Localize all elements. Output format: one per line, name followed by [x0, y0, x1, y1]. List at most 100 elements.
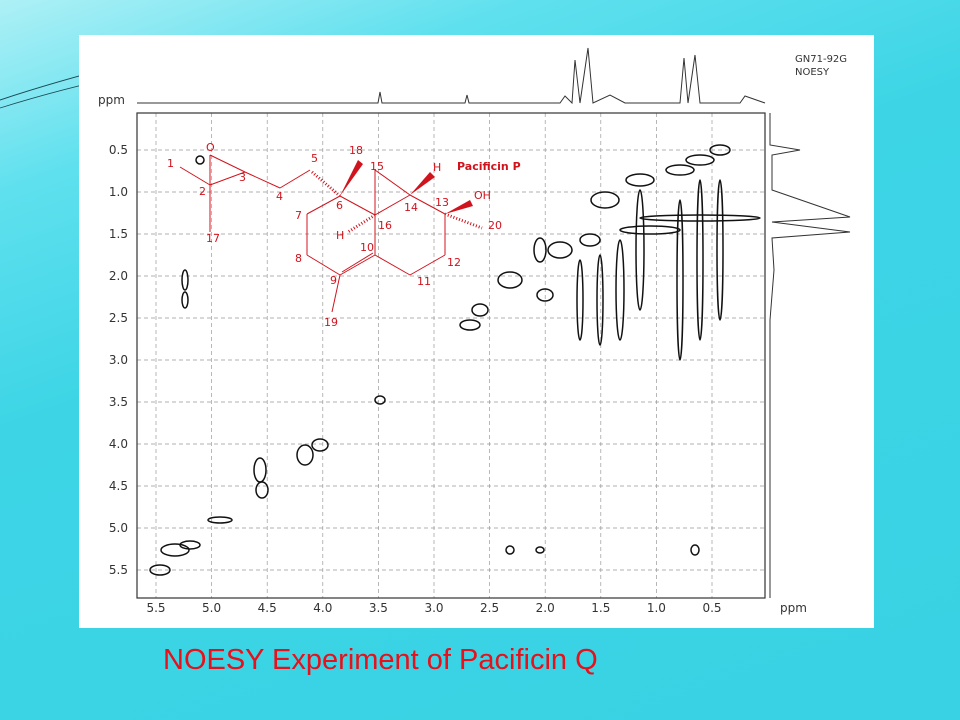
wedge: [340, 160, 363, 196]
bond: [339, 254, 376, 276]
atom-label: H: [433, 161, 441, 174]
bond: [306, 195, 341, 215]
y-tick-label: 2.0: [109, 269, 128, 283]
y-tick-label: 3.5: [109, 395, 128, 409]
y-tick-label: 5.5: [109, 563, 128, 577]
cross-peak: [255, 481, 269, 499]
x-tick-label: 4.0: [313, 601, 332, 615]
cross-peak: [535, 546, 545, 554]
cross-peak: [685, 154, 715, 166]
y-tick-label: 4.5: [109, 479, 128, 493]
atom-label: 6: [336, 199, 343, 212]
y-tick-label: 1.5: [109, 227, 128, 241]
cross-peak: [533, 237, 547, 263]
atom-label: 19: [324, 316, 338, 329]
bond: [339, 195, 376, 216]
cross-peak: [676, 199, 684, 361]
y-unit: ppm: [98, 93, 125, 107]
bond: [374, 254, 411, 276]
y-tick-label: 0.5: [109, 143, 128, 157]
bond: [209, 171, 246, 186]
cross-peak: [296, 444, 314, 466]
atom-label: 1: [167, 157, 174, 170]
cross-peak: [207, 516, 233, 524]
atom-label: 20: [488, 219, 502, 232]
bond: [444, 212, 483, 230]
x-tick-label: 4.5: [258, 601, 277, 615]
cross-peak: [696, 179, 704, 341]
cross-peak: [596, 254, 604, 346]
bond: [374, 194, 411, 216]
projection-top: [137, 47, 766, 105]
atom-label: 17: [206, 232, 220, 245]
wedge: [445, 200, 473, 214]
cross-peak: [195, 155, 205, 165]
atom-label: 5: [311, 152, 318, 165]
atom-label: 11: [417, 275, 431, 288]
bond: [306, 254, 341, 276]
atom-label: 4: [276, 190, 283, 203]
bond: [244, 171, 281, 189]
atom-label: 13: [435, 196, 449, 209]
atom-label: 7: [295, 209, 302, 222]
bond: [179, 166, 211, 186]
cross-peak: [311, 438, 329, 452]
bond: [409, 254, 446, 276]
compound-name: Pacificin P: [457, 160, 521, 173]
x-tick-label: 3.0: [424, 601, 443, 615]
x-unit: ppm: [780, 601, 807, 615]
projection-right: [769, 113, 851, 598]
cross-peak: [160, 543, 190, 557]
atom-label: 2: [199, 185, 206, 198]
cross-peak: [181, 269, 189, 291]
cross-peak: [536, 288, 554, 302]
cross-peak: [709, 144, 731, 156]
y-tick-label: 1.0: [109, 185, 128, 199]
wedge: [410, 172, 435, 195]
bond: [279, 169, 311, 189]
cross-peak: [590, 191, 620, 209]
atom-label: 8: [295, 252, 302, 265]
y-tick-label: 4.0: [109, 437, 128, 451]
spectrum-image: [79, 35, 874, 628]
atom-label: 10: [360, 241, 374, 254]
cross-peak: [497, 271, 523, 289]
bond: [311, 170, 341, 198]
cross-peak: [665, 164, 695, 176]
x-tick-label: 3.5: [369, 601, 388, 615]
bond: [331, 274, 341, 313]
cross-peak: [374, 395, 386, 405]
sample-id: GN71-92G: [795, 54, 847, 65]
cross-peak: [579, 233, 601, 247]
cross-peak: [639, 214, 761, 222]
cross-peak: [576, 259, 584, 341]
cross-peak: [690, 544, 700, 556]
cross-peak: [619, 225, 681, 235]
cross-peak: [716, 179, 724, 321]
atom-label: H: [336, 229, 344, 242]
x-tick-label: 5.5: [146, 601, 165, 615]
bond: [209, 154, 246, 173]
atom-label: OH: [474, 189, 491, 202]
cross-peak: [547, 241, 573, 259]
cross-peak: [615, 239, 625, 341]
x-tick-label: 0.5: [702, 601, 721, 615]
cross-peak: [459, 319, 481, 331]
x-tick-label: 2.5: [480, 601, 499, 615]
atom-label: 3: [239, 171, 246, 184]
cross-peak: [181, 291, 189, 309]
cross-peak: [179, 540, 201, 550]
cross-peak: [149, 564, 171, 576]
x-tick-label: 1.0: [647, 601, 666, 615]
y-tick-label: 3.0: [109, 353, 128, 367]
x-tick-label: 2.0: [536, 601, 555, 615]
atom-label: 14: [404, 201, 418, 214]
experiment: NOESY: [795, 67, 830, 78]
x-tick-label: 5.0: [202, 601, 221, 615]
atom-label: O: [206, 141, 215, 154]
cross-peak: [505, 545, 515, 555]
atom-label: 16: [378, 219, 392, 232]
y-tick-label: 5.0: [109, 521, 128, 535]
